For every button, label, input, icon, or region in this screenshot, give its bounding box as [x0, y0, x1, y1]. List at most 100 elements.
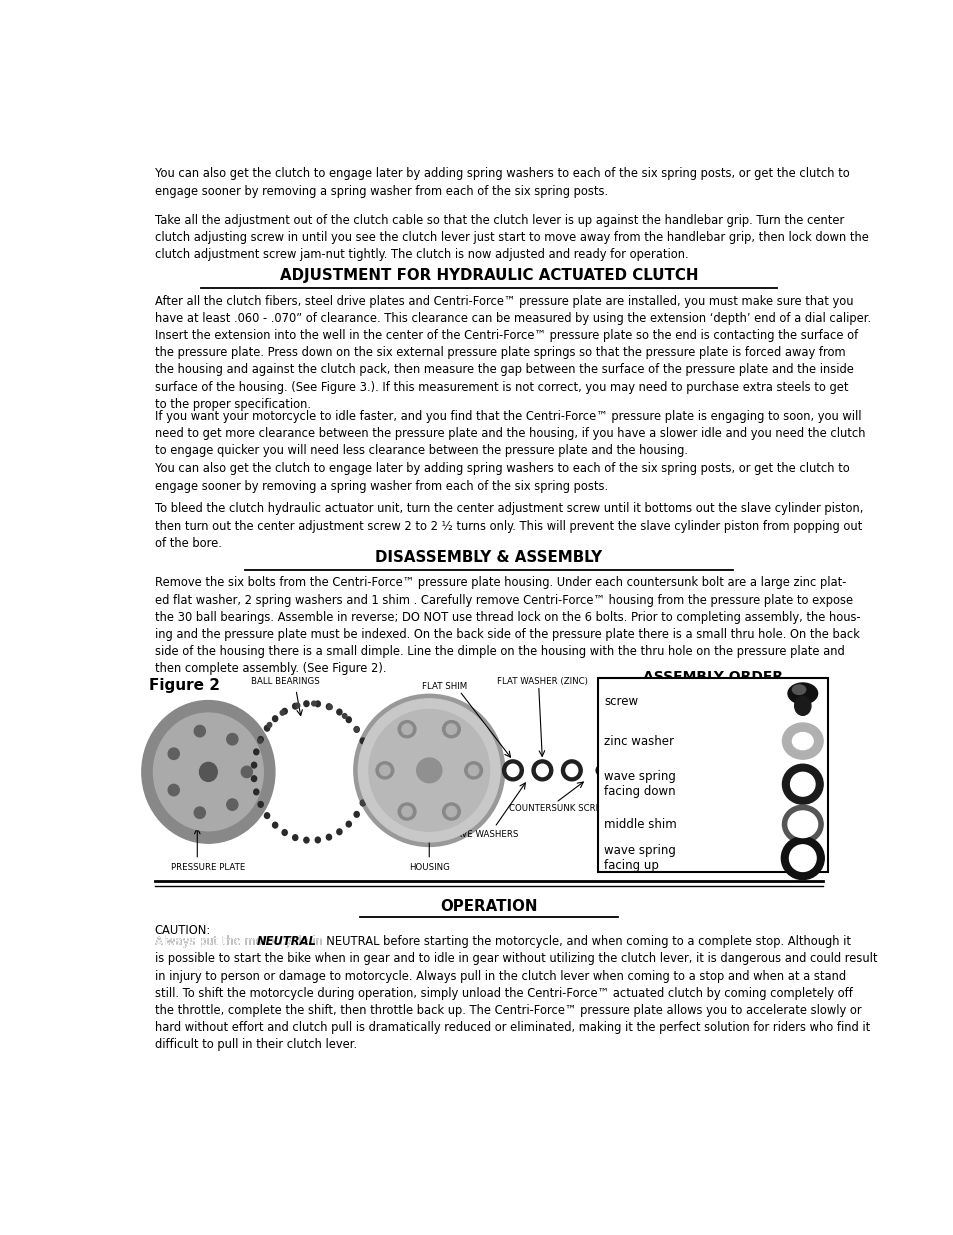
Ellipse shape — [787, 683, 817, 704]
Ellipse shape — [354, 694, 504, 846]
Ellipse shape — [561, 760, 581, 781]
Ellipse shape — [354, 726, 359, 732]
Ellipse shape — [342, 714, 347, 719]
Ellipse shape — [336, 829, 341, 835]
Ellipse shape — [264, 725, 270, 731]
Ellipse shape — [464, 762, 482, 779]
Text: FLAT WASHER (ZINC): FLAT WASHER (ZINC) — [497, 677, 587, 685]
Text: You can also get the clutch to engage later by adding spring washers to each of : You can also get the clutch to engage la… — [154, 168, 848, 198]
Ellipse shape — [789, 845, 815, 872]
Text: wave spring
facing up: wave spring facing up — [603, 845, 676, 872]
Ellipse shape — [369, 709, 489, 831]
Text: HOUSING: HOUSING — [409, 863, 449, 872]
Ellipse shape — [258, 736, 263, 742]
Ellipse shape — [346, 716, 351, 722]
Text: Remove the six bolts from the Centri-Force™ pressure plate housing. Under each c: Remove the six bolts from the Centri-For… — [154, 577, 860, 676]
Ellipse shape — [153, 713, 263, 831]
Text: wave spring
facing down: wave spring facing down — [603, 771, 676, 798]
Ellipse shape — [787, 811, 817, 837]
Ellipse shape — [375, 762, 394, 779]
Text: Figure 2: Figure 2 — [149, 678, 219, 693]
Text: You can also get the clutch to engage later by adding spring washers to each of : You can also get the clutch to engage la… — [154, 462, 848, 493]
Ellipse shape — [227, 799, 237, 810]
Ellipse shape — [442, 803, 459, 820]
Ellipse shape — [336, 709, 341, 715]
Ellipse shape — [194, 725, 205, 737]
Ellipse shape — [792, 685, 805, 694]
Ellipse shape — [596, 766, 606, 776]
Ellipse shape — [199, 762, 217, 782]
Ellipse shape — [293, 835, 297, 841]
Ellipse shape — [781, 837, 823, 879]
Ellipse shape — [258, 802, 263, 808]
Ellipse shape — [326, 704, 332, 710]
Ellipse shape — [314, 837, 320, 842]
Ellipse shape — [536, 764, 548, 777]
Text: COUNTERSUNK SCREW: COUNTERSUNK SCREW — [509, 804, 609, 813]
Text: middle shim: middle shim — [603, 818, 677, 831]
Ellipse shape — [446, 806, 456, 816]
Ellipse shape — [790, 772, 814, 797]
Ellipse shape — [416, 758, 441, 783]
Text: Always put the motorcycle in NEUTRAL before starting the motorcycle, and when co: Always put the motorcycle in NEUTRAL bef… — [154, 935, 877, 1051]
Text: NEUTRAL: NEUTRAL — [256, 935, 316, 948]
Ellipse shape — [354, 811, 359, 818]
Text: zinc washer: zinc washer — [603, 735, 674, 747]
Text: ASSEMBLY ORDER: ASSEMBLY ORDER — [642, 671, 782, 684]
Ellipse shape — [194, 806, 205, 819]
Ellipse shape — [280, 710, 284, 715]
Ellipse shape — [328, 705, 332, 709]
Ellipse shape — [506, 764, 518, 777]
Ellipse shape — [273, 716, 277, 721]
Text: After all the clutch fibers, steel drive plates and Centri-Force™ pressure plate: After all the clutch fibers, steel drive… — [154, 294, 870, 411]
Ellipse shape — [781, 764, 822, 804]
Ellipse shape — [267, 722, 272, 727]
Text: screw: screw — [603, 694, 638, 708]
Text: ADJUSTMENT FOR HYDRAULIC ACTUATED CLUTCH: ADJUSTMENT FOR HYDRAULIC ACTUATED CLUTCH — [279, 268, 698, 283]
Ellipse shape — [532, 760, 552, 781]
Ellipse shape — [468, 766, 478, 776]
Ellipse shape — [354, 727, 358, 731]
Ellipse shape — [397, 803, 416, 820]
Text: X6: X6 — [634, 764, 653, 777]
Ellipse shape — [282, 830, 287, 835]
Text: BALL BEARINGS: BALL BEARINGS — [252, 677, 320, 685]
Ellipse shape — [781, 722, 822, 760]
Ellipse shape — [360, 800, 365, 805]
Text: OPERATION: OPERATION — [439, 899, 537, 914]
Ellipse shape — [142, 700, 274, 844]
Ellipse shape — [360, 739, 365, 743]
Text: DISASSEMBLY & ASSEMBLY: DISASSEMBLY & ASSEMBLY — [375, 550, 602, 566]
Ellipse shape — [446, 724, 456, 735]
Ellipse shape — [379, 766, 390, 776]
Text: To bleed the clutch hydraulic actuator unit, turn the center adjustment screw un: To bleed the clutch hydraulic actuator u… — [154, 503, 862, 550]
Ellipse shape — [794, 697, 810, 715]
Ellipse shape — [781, 805, 822, 844]
Ellipse shape — [303, 837, 309, 844]
Ellipse shape — [442, 721, 459, 737]
Ellipse shape — [257, 739, 262, 743]
Ellipse shape — [227, 734, 237, 745]
Text: PRESSURE PLATE: PRESSURE PLATE — [171, 863, 245, 872]
Ellipse shape — [168, 748, 179, 760]
Text: FLAT SHIM: FLAT SHIM — [421, 682, 467, 692]
Ellipse shape — [792, 732, 812, 750]
Ellipse shape — [346, 821, 351, 827]
Ellipse shape — [303, 700, 309, 706]
Ellipse shape — [401, 724, 412, 735]
Ellipse shape — [241, 766, 253, 778]
Ellipse shape — [565, 764, 578, 777]
Text: CAUTION:: CAUTION: — [154, 924, 211, 937]
Ellipse shape — [366, 763, 371, 767]
Ellipse shape — [168, 784, 179, 795]
Ellipse shape — [362, 743, 367, 748]
Ellipse shape — [252, 762, 256, 768]
Ellipse shape — [401, 806, 412, 816]
Ellipse shape — [360, 800, 365, 805]
Ellipse shape — [293, 704, 297, 709]
Ellipse shape — [273, 823, 277, 827]
Ellipse shape — [282, 709, 287, 714]
Text: Always put the motorcycle in: Always put the motorcycle in — [154, 935, 326, 948]
Ellipse shape — [253, 789, 258, 795]
Ellipse shape — [312, 701, 315, 706]
